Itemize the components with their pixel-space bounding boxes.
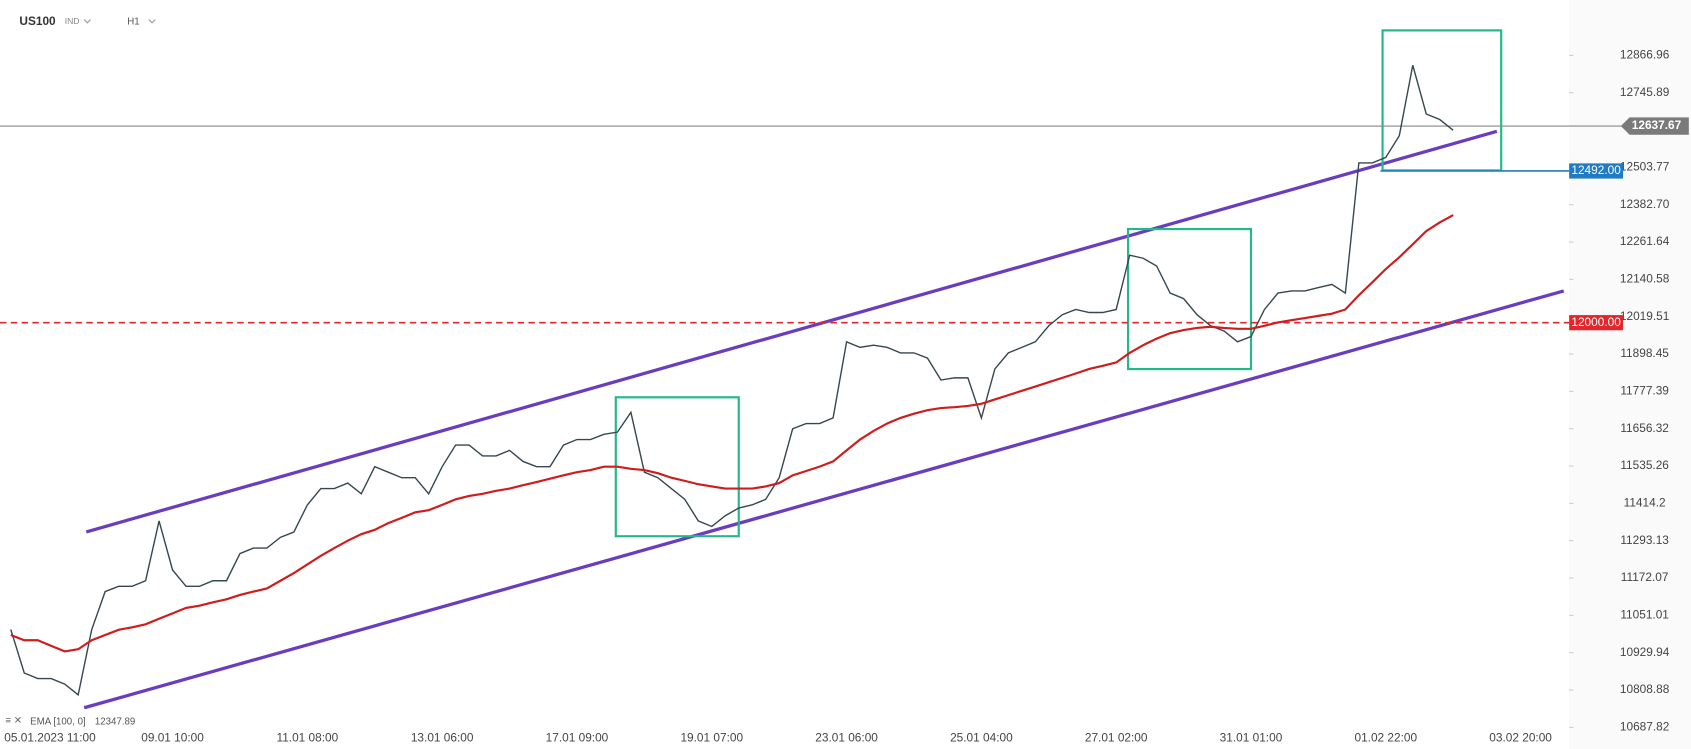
x-tick-label: 23.01 06:00	[815, 730, 878, 744]
x-tick-label: 17.01 09:00	[546, 730, 609, 744]
dropdown-icon[interactable]	[83, 19, 91, 24]
x-tick-label: 11.01 08:00	[276, 730, 338, 744]
highlight-box	[614, 396, 740, 538]
x-tick-label: 09.01 10:00	[141, 730, 204, 744]
current-price-tag	[1620, 117, 1689, 135]
price-axis-bg	[1569, 0, 1691, 749]
x-tick-label: 25.01 04:00	[950, 730, 1013, 744]
y-tick-label: 11172.07	[1621, 570, 1669, 584]
symbol[interactable]: US100	[19, 14, 56, 28]
highlight-box	[1381, 29, 1503, 172]
y-tick-label: 12019.51	[1620, 309, 1670, 323]
y-tick-label: 11535.26	[1620, 458, 1669, 472]
y-tick-label: 11414.2	[1624, 495, 1666, 509]
indicator-name: EMA [100, 0]	[30, 716, 85, 727]
y-tick-label: 12866.96	[1620, 47, 1670, 61]
dropdown-icon[interactable]	[148, 19, 156, 24]
x-tick-label: 27.01 02:00	[1085, 730, 1148, 744]
y-tick-label: 12503.77	[1620, 159, 1670, 173]
x-tick-label: 05.01.2023 11:00	[4, 730, 96, 744]
indicator-icons[interactable]: ≡ ✕	[5, 715, 21, 726]
y-tick-label: 11656.32	[1620, 421, 1669, 435]
channel-upper	[85, 129, 1498, 534]
indicator-value: 12347.89	[95, 716, 135, 727]
y-tick-label: 12382.70	[1620, 197, 1670, 211]
y-tick-label: 11293.13	[1620, 533, 1669, 547]
y-tick-label: 12745.89	[1620, 85, 1670, 99]
x-tick-label: 03.02 20:00	[1489, 730, 1552, 744]
level-label: 12492.00	[1571, 163, 1621, 177]
ema-line	[10, 214, 1454, 653]
interval[interactable]: H1	[127, 16, 139, 27]
y-tick-label: 12261.64	[1620, 234, 1670, 248]
y-tick-label: 10808.88	[1620, 682, 1670, 696]
y-tick-label: 11898.45	[1620, 346, 1669, 360]
y-tick-label: 11777.39	[1620, 383, 1669, 397]
x-tick-label: 31.01 01:00	[1220, 730, 1283, 744]
level-tag	[1569, 163, 1624, 179]
y-tick-label: 10687.82	[1620, 719, 1670, 733]
x-tick-label: 19.01 07:00	[680, 730, 743, 744]
level-label: 12000.00	[1571, 315, 1621, 329]
x-tick-label: 13.01 06:00	[411, 730, 474, 744]
highlight-box	[1126, 227, 1253, 371]
y-tick-label: 10929.94	[1620, 645, 1670, 659]
y-tick-label: 12140.58	[1620, 271, 1670, 285]
x-tick-label: 01.02 22:00	[1354, 730, 1417, 744]
channel-lower	[83, 289, 1565, 710]
level-tag	[1569, 315, 1624, 331]
current-price-label: 12637.67	[1632, 118, 1682, 132]
symbol-type: IND	[65, 16, 80, 26]
price-line	[10, 65, 1454, 697]
y-tick-label: 11051.01	[1620, 607, 1669, 621]
